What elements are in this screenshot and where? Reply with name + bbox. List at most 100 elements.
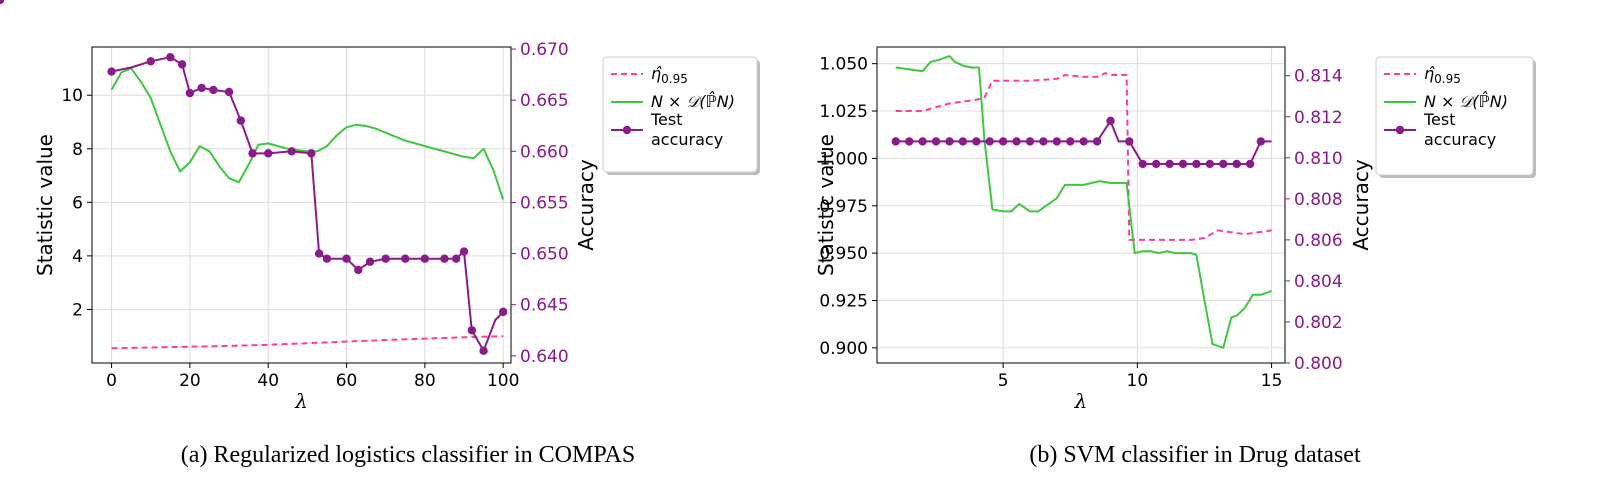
x-tick-label: 0: [106, 371, 117, 391]
data-point: [891, 137, 900, 146]
data-point: [1092, 137, 1102, 146]
data-point: [248, 149, 257, 158]
y2-tick-label: 0.814: [1294, 67, 1343, 87]
caption: (b) SVM classifier in Drug dataset: [1029, 442, 1361, 468]
data-point: [1245, 159, 1255, 169]
y2-tick-label: 0.645: [520, 296, 569, 316]
data-point: [314, 249, 324, 258]
y-axis-label: Statistic value: [814, 134, 838, 276]
y-tick-label: 4: [72, 247, 83, 267]
legend: η̂0.95 N × 𝒟(ℙ̂N)Test accuracy: [1375, 56, 1536, 178]
x-axis-label: λ: [1074, 389, 1088, 413]
data-point: [1178, 159, 1188, 169]
data-point: [440, 254, 449, 263]
data-point: [931, 137, 941, 146]
legend-marker: [1395, 125, 1405, 135]
x-axis-label: λ: [294, 389, 308, 413]
data-point: [459, 247, 469, 256]
data-point: [185, 88, 195, 98]
y-tick-label: 1.025: [819, 102, 868, 122]
y2-tick-label: 0.640: [520, 347, 569, 367]
legend-box: [602, 56, 758, 173]
legend-label-2: Test accuracy: [1423, 110, 1496, 149]
data-point: [945, 137, 954, 146]
data-point: [972, 137, 981, 146]
data-point: [467, 326, 477, 335]
data-point: [958, 137, 968, 146]
y-tick-label: 0.925: [819, 291, 868, 311]
data-point: [1151, 159, 1161, 169]
data-point: [236, 116, 246, 125]
legend-marker: [622, 125, 632, 135]
data-point: [322, 254, 332, 263]
y2-axis-label: Accuracy: [1349, 159, 1373, 250]
y2-tick-label: 0.665: [520, 91, 569, 111]
y-tick-label: 1.050: [819, 55, 868, 75]
y2-tick-label: 0.650: [520, 245, 569, 265]
x-tick-label: 60: [336, 371, 358, 391]
data-point: [918, 137, 927, 146]
y-tick-label: 0.950: [819, 244, 868, 264]
data-point: [498, 307, 508, 317]
plot-frame: [91, 46, 512, 364]
data-point: [146, 57, 155, 66]
data-point: [166, 53, 175, 62]
y-tick-label: 6: [72, 193, 83, 213]
plot-area: [877, 47, 1285, 363]
x-tick-label: 10: [1127, 371, 1149, 391]
data-point: [1192, 159, 1201, 169]
chart-a: 0 20 40 60 80 100 2 4 6 8 10 0.640 0.645 0.650 0.655 0.…: [0, 0, 760, 468]
data-point: [1138, 159, 1147, 169]
y2-tick-label: 0.670: [520, 40, 569, 60]
data-point: [197, 83, 206, 93]
data-point: [365, 257, 375, 266]
plot-frame: [876, 46, 1286, 364]
data-point: [985, 137, 994, 146]
y2-tick-label: 0.802: [1294, 313, 1343, 333]
y2-tick-label: 0.808: [1294, 190, 1343, 210]
data-point: [1052, 137, 1062, 146]
y-tick-label: 1.000: [819, 149, 868, 169]
y-tick-label: 10: [61, 86, 83, 106]
data-point: [177, 60, 187, 69]
x-tick-label: 20: [179, 371, 201, 391]
y2-tick-label: 0.655: [520, 193, 569, 213]
x-tick-label: 15: [1261, 371, 1283, 391]
data-point: [479, 346, 488, 355]
legend: η̂0.95 N × 𝒟(ℙ̂N)Test accuracy: [602, 56, 760, 175]
y2-tick-label: 0.804: [1294, 272, 1343, 292]
series-line-1: [895, 55, 1272, 349]
data-point: [1066, 137, 1075, 146]
y2-tick-label: 0.660: [520, 142, 569, 162]
x-tick-label: 40: [257, 371, 279, 391]
series-line-0: [111, 335, 504, 350]
data-point: [1165, 159, 1174, 169]
y2-tick-label: 0.810: [1294, 149, 1343, 169]
data-point: [1205, 159, 1215, 169]
legend-label-0: η̂0.95: [1424, 64, 1461, 86]
data-point: [1256, 137, 1266, 146]
y-tick-label: 0.900: [819, 339, 868, 359]
y2-tick-label: 0.800: [1294, 354, 1343, 374]
legend-label-0: η̂0.95: [651, 64, 688, 86]
data-point: [1125, 137, 1134, 146]
data-point: [1079, 137, 1088, 146]
data-point: [107, 67, 116, 76]
data-point: [0, 0, 5, 5]
data-point: [905, 137, 914, 146]
y-tick-label: 8: [72, 140, 83, 160]
data-point: [354, 265, 363, 275]
data-point: [1012, 137, 1021, 146]
x-tick-label: 80: [414, 371, 436, 391]
data-point: [1039, 137, 1048, 146]
data-point: [1232, 159, 1241, 169]
data-point: [381, 254, 390, 263]
data-point: [1106, 116, 1115, 126]
x-tick-label: 100: [487, 371, 519, 391]
x-tick-label: 5: [998, 371, 1009, 391]
y2-axis-label: Accuracy: [574, 159, 598, 250]
series-line-1: [110, 67, 505, 200]
y2-tick-label: 0.806: [1294, 231, 1343, 251]
data-point: [209, 85, 218, 95]
